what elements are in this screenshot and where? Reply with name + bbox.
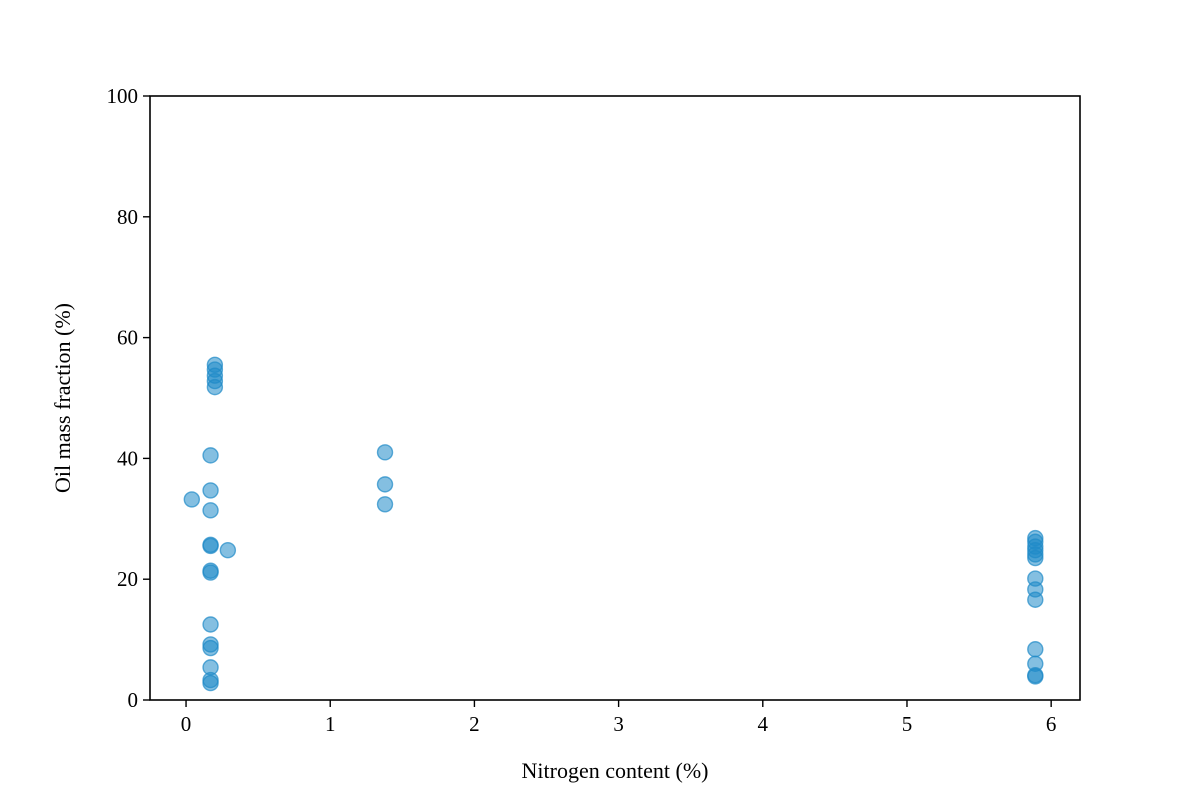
- data-point: [183, 491, 201, 508]
- data-point: [206, 378, 224, 396]
- data-point: [1027, 668, 1044, 685]
- data-point: [202, 537, 219, 555]
- x-axis-label: Nitrogen content (%): [522, 758, 709, 783]
- data-point: [202, 447, 219, 464]
- data-point: [1027, 591, 1044, 608]
- data-points: [183, 356, 1044, 692]
- y-axis-label: Oil mass fraction (%): [50, 303, 75, 493]
- y-tick-label: 0: [128, 688, 139, 712]
- data-point: [376, 444, 394, 461]
- x-tick-label: 6: [1046, 712, 1057, 736]
- y-tick-label: 60: [117, 326, 138, 350]
- x-tick-label: 3: [613, 712, 624, 736]
- data-point: [202, 639, 219, 657]
- x-axis-ticks: 0 1 2 3 4 5 6: [181, 700, 1057, 736]
- x-tick-label: 0: [181, 712, 192, 736]
- y-tick-label: 40: [117, 446, 138, 470]
- data-point: [202, 616, 219, 633]
- x-tick-label: 5: [902, 712, 913, 736]
- data-point: [1027, 641, 1044, 658]
- y-tick-label: 20: [117, 567, 138, 591]
- x-tick-label: 2: [469, 712, 480, 736]
- plot-area: [150, 96, 1080, 700]
- y-tick-label: 100: [107, 84, 139, 108]
- y-axis-ticks: 0 20 40 60 80 100: [107, 84, 150, 712]
- data-point: [376, 476, 394, 493]
- data-point: [202, 564, 219, 581]
- data-point: [376, 496, 394, 513]
- y-tick-label: 80: [117, 205, 138, 229]
- data-point: [202, 482, 219, 499]
- x-tick-label: 1: [325, 712, 336, 736]
- x-tick-label: 4: [758, 712, 769, 736]
- plot-frame: [149, 95, 1081, 701]
- data-point: [219, 542, 237, 559]
- data-point: [202, 502, 219, 519]
- data-point: [1027, 549, 1044, 567]
- data-point: [202, 674, 219, 692]
